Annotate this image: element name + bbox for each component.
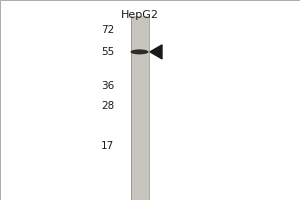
Text: HepG2: HepG2 — [121, 10, 158, 20]
Text: 55: 55 — [101, 47, 114, 57]
Polygon shape — [150, 45, 162, 59]
Text: 72: 72 — [101, 25, 114, 35]
Text: 17: 17 — [101, 141, 114, 151]
Ellipse shape — [130, 49, 148, 54]
Text: 36: 36 — [101, 81, 114, 91]
Bar — [130, 16, 148, 200]
Text: 28: 28 — [101, 101, 114, 111]
